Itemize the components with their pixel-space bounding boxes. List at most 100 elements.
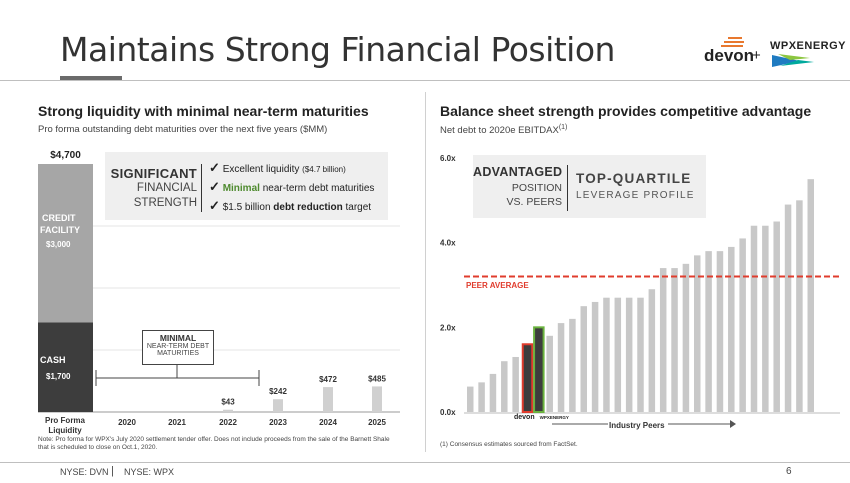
ticker-separator: | [111, 465, 114, 477]
peer-bar [659, 268, 667, 412]
peer-bar [557, 323, 565, 412]
peer-bar [750, 225, 758, 412]
title-accent-bar [60, 76, 122, 80]
peer-bar [705, 251, 712, 412]
credit-facility-segment [38, 164, 93, 323]
check-icon: ✓ [209, 198, 220, 213]
callout-bullet-maturities: ✓ Minimal near-term debt maturities [209, 179, 375, 194]
category-label: 2025 [368, 418, 386, 427]
left-section-subtitle: Pro forma outstanding debt maturities ov… [38, 124, 328, 135]
cash-segment [38, 322, 93, 412]
peer-bar [796, 200, 803, 412]
wpx-swoosh-icon [772, 54, 814, 67]
check-icon: ✓ [209, 179, 220, 194]
peer-bar [762, 225, 769, 412]
section-divider [425, 92, 426, 452]
peer-bar [694, 255, 701, 412]
devon-logo: devon [704, 37, 755, 66]
mini-devon-text: devon [514, 414, 535, 421]
right-section-title: Balance sheet strength provides competit… [440, 103, 812, 119]
devon-wpx-mini-logo: devon WPXENERGY [514, 414, 569, 421]
adv-line1: ADVANTAGED [473, 165, 563, 179]
industry-peers-label: Industry Peers [609, 421, 665, 430]
cash-value-label: $1,700 [46, 372, 71, 381]
callout-bullet-liquidity: ✓ Excellent liquidity ($4.7 billion) [209, 160, 346, 175]
minimal-line2: NEAR-TERM DEBT [146, 343, 210, 350]
peer-bar [501, 361, 508, 412]
advantage-callout: ADVANTAGED POSITION VS. PEERS TOP-QUARTI… [473, 155, 706, 218]
maturity-value-label: $43 [221, 398, 235, 407]
peer-bar [580, 306, 587, 412]
peer-bar [512, 356, 519, 412]
callout-financial: FINANCIAL [136, 182, 197, 194]
maturity-bar [372, 386, 382, 412]
strength-callout: SIGNIFICANT FINANCIAL STRENGTH ✓ Excelle… [105, 152, 388, 220]
wpx-logo-text: WPXENERGY [770, 40, 847, 52]
credit-label-line2: FACILITY [40, 225, 80, 235]
devon-flame-icon [721, 37, 744, 47]
peer-average-label: PEER AVERAGE [466, 281, 529, 290]
topq-line2: LEVERAGE PROFILE [576, 190, 695, 201]
peer-bar [625, 297, 633, 412]
y-tick-label: 6.0x [440, 154, 456, 163]
peer-bar [807, 179, 814, 412]
maturity-bar [273, 399, 283, 412]
category-label: Pro Forma [45, 416, 86, 425]
category-label: 2021 [168, 418, 186, 427]
liquidity-bar: CASH $1,700 CREDIT FACILITY $3,000 $4,700 [38, 150, 93, 412]
maturity-value-label: $472 [319, 375, 337, 384]
peer-bar [773, 221, 780, 412]
peer-bar [728, 246, 735, 412]
right-chart-axis: 0.0x 2.0x 4.0x 6.0x [440, 154, 840, 428]
credit-value-label: $3,000 [46, 240, 71, 249]
adv-divider [567, 165, 568, 211]
right-section-subtitle: Net debt to 2020e EBITDAX(1) [440, 124, 568, 137]
adv-line3: VS. PEERS [506, 196, 562, 208]
maturity-bracket [95, 364, 260, 386]
callout-significant: SIGNIFICANT [110, 166, 197, 181]
devon-logo-text: devon [704, 46, 755, 65]
category-label: 2024 [319, 418, 337, 427]
callout-divider [201, 164, 202, 212]
peer-bar [637, 297, 644, 412]
peer-bar [603, 297, 610, 412]
peer-bar [478, 382, 485, 412]
ticker-dvn: NYSE: DVN [60, 467, 109, 477]
credit-label-line1: CREDIT [42, 213, 76, 223]
category-label: 2023 [269, 418, 287, 427]
maturity-value-label: $485 [368, 374, 386, 383]
peer-bar [682, 263, 690, 412]
page-number: 6 [786, 466, 792, 477]
peer-bar [739, 238, 746, 412]
maturity-bar [323, 387, 333, 412]
maturity-bar [223, 409, 233, 412]
peer-bars [467, 179, 814, 413]
peer-bar [569, 318, 576, 412]
page-title: Maintains Strong Financial Position [60, 30, 615, 69]
category-label: 2020 [118, 418, 136, 427]
minimal-label: MINIMAL [159, 333, 197, 343]
right-footnote: (1) Consensus estimates sourced from Fac… [440, 441, 578, 448]
maturity-bars [223, 386, 382, 412]
peer-bar [591, 301, 599, 412]
highlight-bar [521, 343, 534, 413]
left-section-title: Strong liquidity with minimal near-term … [38, 103, 369, 119]
peer-bar [546, 335, 553, 412]
minimal-line3: MATURITIES [157, 350, 199, 357]
y-tick-label: 0.0x [440, 408, 456, 417]
y-tick-label: 2.0x [440, 323, 456, 332]
peer-bar [489, 373, 497, 412]
header-divider [0, 80, 850, 81]
callout-bullet-reduction: ✓ $1.5 billion debt reduction target [209, 198, 372, 213]
footer-divider [0, 462, 850, 463]
wpx-logo: WPXENERGY [770, 40, 847, 67]
peer-bar [716, 251, 724, 412]
cash-label: CASH [40, 355, 66, 365]
liquidity-total-label: $4,700 [50, 150, 81, 161]
peer-bar [648, 289, 656, 412]
maturity-value-label: $242 [269, 387, 287, 396]
category-label: Liquidity [48, 426, 82, 435]
left-chart-gridlines [38, 225, 400, 413]
check-icon: ✓ [209, 160, 220, 175]
